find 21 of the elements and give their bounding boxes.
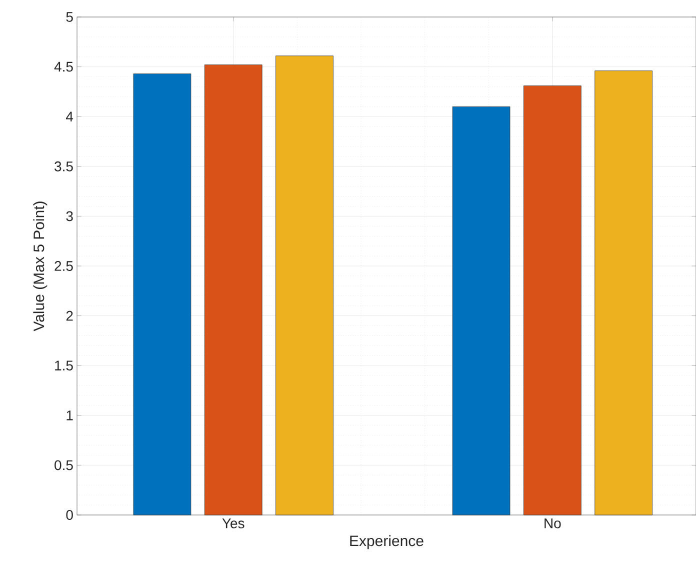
y-tick-label: 5 [66, 12, 73, 22]
y-tick-label: 0.5 [54, 460, 73, 470]
x-tick-label: Yes [222, 518, 244, 528]
bar [524, 86, 582, 516]
bar [594, 70, 652, 516]
y-tick-label: 0 [66, 510, 73, 520]
y-tick-label: 2 [66, 310, 73, 321]
y-tick-label: 4.5 [54, 62, 73, 72]
y-tick-label: 2.5 [54, 261, 73, 271]
y-tick-label: 3 [66, 211, 73, 222]
y-tick-label: 3.5 [54, 161, 73, 172]
bar [204, 64, 262, 516]
y-tick-label: 1.5 [55, 360, 73, 370]
x-axis-title: Experience [350, 535, 424, 550]
y-axis-title: Value (Max 5 Point) [33, 202, 48, 332]
bar [276, 56, 334, 516]
bar [452, 106, 510, 516]
bar [133, 74, 192, 516]
y-tick-label: 4 [66, 112, 74, 122]
x-tick-label: No [544, 518, 561, 528]
y-tick-label: 1 [66, 410, 73, 420]
